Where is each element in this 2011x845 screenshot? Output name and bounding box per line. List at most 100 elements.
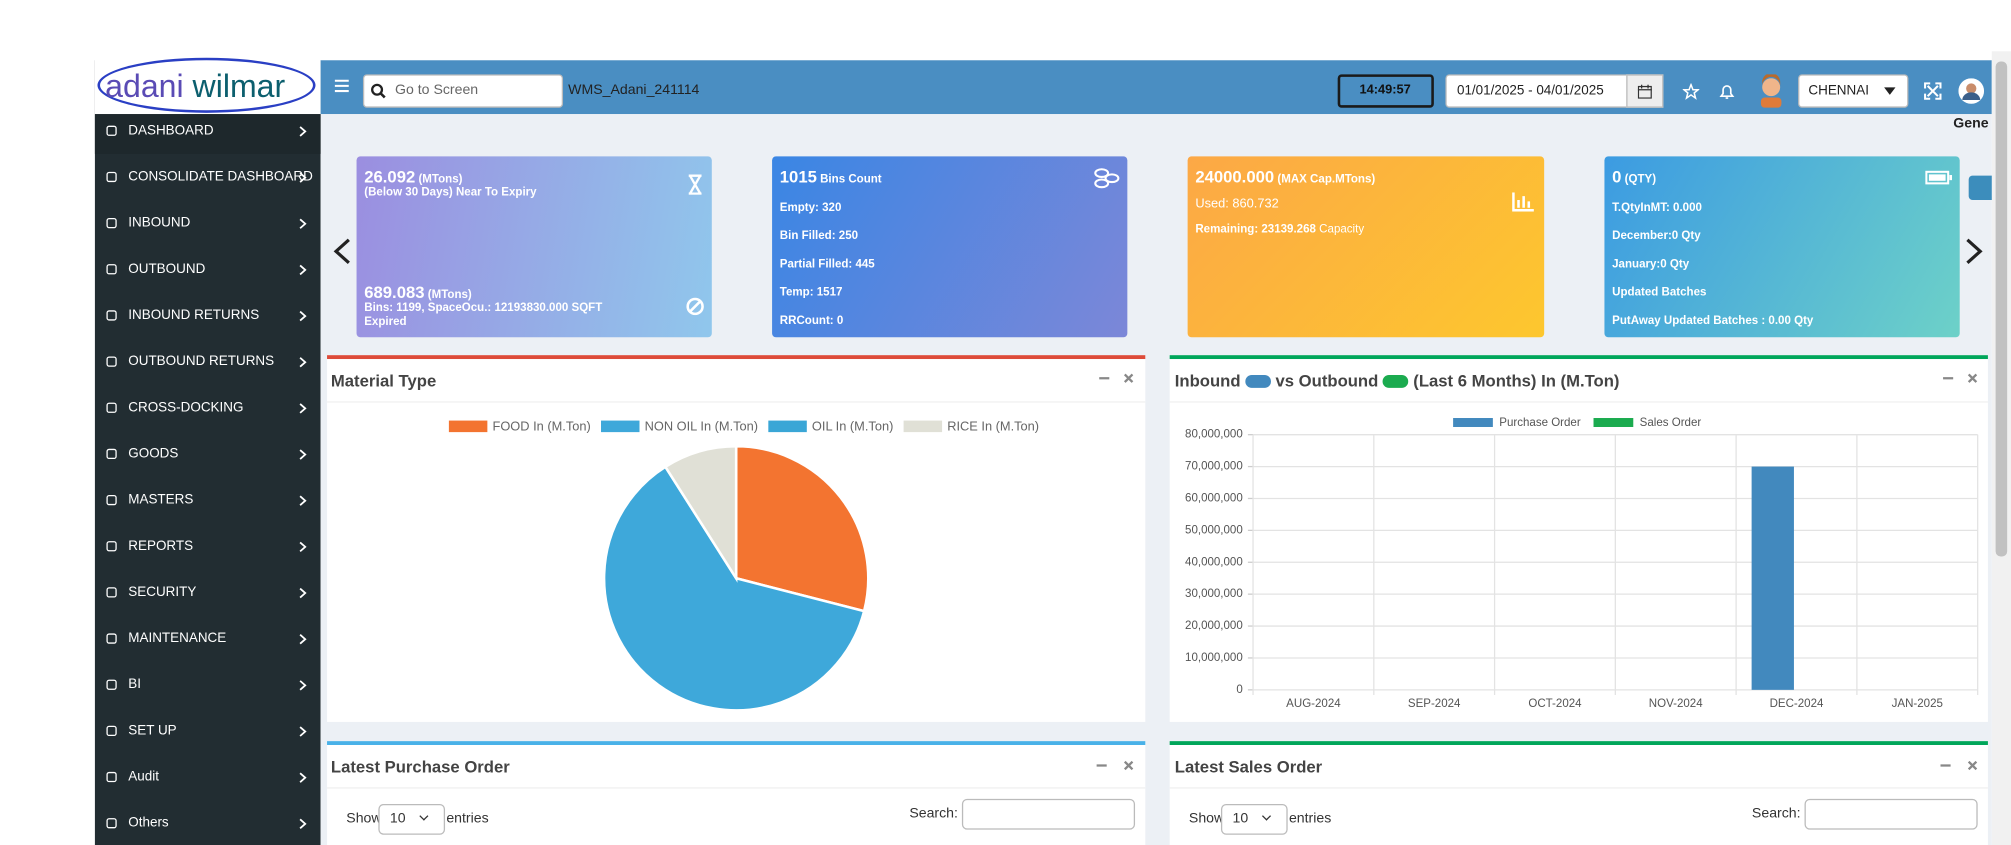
- minimize-button[interactable]: [1940, 760, 1951, 770]
- search-label: Search:: [909, 805, 958, 822]
- menu-item[interactable]: INBOUND: [128, 215, 191, 231]
- carousel-prev[interactable]: [332, 237, 353, 265]
- card-line: PutAway Updated Batches : 0.00 Qty: [1612, 313, 1814, 327]
- close-button[interactable]: [1123, 373, 1134, 383]
- menu-item[interactable]: MAINTENANCE: [128, 630, 227, 646]
- menu-toggle[interactable]: [334, 79, 349, 93]
- chevron-path: [299, 126, 307, 137]
- pie-slice: [734, 444, 870, 613]
- menu-icon: [106, 541, 117, 552]
- location: CHENNAI: [1808, 83, 1869, 99]
- chevron-path: [299, 495, 307, 506]
- menu-item[interactable]: BI: [128, 676, 141, 693]
- chevron-path: [299, 541, 307, 553]
- menu-icon: [106, 494, 117, 506]
- user-avatar[interactable]: [1958, 78, 1985, 104]
- ban-icon: [686, 297, 704, 316]
- minimize-button[interactable]: [1943, 373, 1954, 383]
- menu-item[interactable]: Audit: [128, 769, 159, 785]
- card-remaining-unit: Capacity: [1319, 222, 1365, 236]
- menu-item[interactable]: CROSS-DOCKING: [128, 399, 244, 416]
- agent-avatar[interactable]: [1756, 74, 1787, 108]
- tool-icon: [1123, 373, 1134, 383]
- battery-icon: [1925, 170, 1953, 185]
- menu-item[interactable]: GOODS: [128, 445, 179, 462]
- legend-label: NON OIL In (M.Ton): [645, 418, 758, 433]
- chevron: [299, 818, 307, 830]
- menu-item[interactable]: Others: [128, 815, 169, 831]
- logo[interactable]: adani wilmar: [105, 71, 285, 103]
- chevron: [299, 634, 307, 645]
- search-input[interactable]: [1804, 798, 1978, 830]
- search-input[interactable]: [961, 798, 1136, 830]
- card-line: Updated Batches: [1612, 285, 1707, 299]
- card-line: RRCount: 0: [779, 313, 844, 327]
- menu-icon: [106, 264, 117, 275]
- y-tick-label: 0: [1236, 684, 1242, 696]
- menu-item[interactable]: CONSOLIDATE DASHBOARD: [128, 168, 313, 185]
- card-value: 26.092: [364, 167, 416, 187]
- entries-select[interactable]: [1220, 803, 1288, 835]
- scrollbar-thumb[interactable]: [1995, 61, 2008, 557]
- card-value: 24000.000: [1195, 167, 1275, 187]
- chevron: [299, 403, 307, 414]
- menu-item[interactable]: SET UP: [128, 722, 177, 739]
- card-headline: 24000.000 (MAX Cap.MTons): [1195, 169, 1375, 186]
- calendar-button[interactable]: [1626, 74, 1664, 108]
- divider: [1169, 787, 1988, 789]
- menu-item[interactable]: MASTERS: [128, 492, 194, 508]
- carousel-next[interactable]: [1964, 237, 1985, 265]
- notification-icon[interactable]: [1719, 83, 1736, 100]
- favorite-icon[interactable]: [1682, 83, 1700, 100]
- menu-icon: [106, 633, 117, 644]
- menu-item[interactable]: OUTBOUND RETURNS: [128, 353, 275, 369]
- menu-item[interactable]: OUTBOUND: [128, 261, 206, 277]
- chat-button[interactable]: [1968, 175, 1992, 201]
- chevron: [299, 726, 307, 737]
- clock: [1337, 74, 1434, 108]
- close-button[interactable]: [1967, 760, 1978, 771]
- card-headline: 1015 Bins Count: [780, 169, 882, 186]
- fullscreen-icon[interactable]: [1924, 82, 1942, 100]
- menu-icon: [106, 171, 117, 183]
- chevron-path: [299, 634, 307, 645]
- chevron: [299, 449, 307, 460]
- menu-icon: [106, 725, 117, 737]
- minimize-button[interactable]: [1099, 373, 1110, 383]
- search-box[interactable]: [362, 74, 564, 108]
- entries-select[interactable]: [378, 803, 446, 835]
- close-button[interactable]: [1123, 760, 1134, 771]
- search-placeholder: Go to Screen: [395, 82, 479, 99]
- chevron: [299, 172, 307, 183]
- y-tick-label: 50,000,000: [1185, 524, 1243, 536]
- hourglass-icon: [688, 174, 702, 195]
- card: 1015 Bins Count Empty: 320 Bin Filled: 25…: [772, 156, 1128, 338]
- coins-icon: [1094, 168, 1120, 189]
- card-used: Used: 860.732: [1195, 197, 1279, 212]
- divider: [327, 401, 1146, 403]
- menu-item[interactable]: INBOUND RETURNS: [128, 307, 260, 323]
- card-unit: Bins Count: [820, 172, 882, 186]
- menu-item[interactable]: DASHBOARD: [128, 122, 214, 139]
- menu-item[interactable]: REPORTS: [128, 538, 194, 554]
- minimize-button[interactable]: [1096, 760, 1107, 770]
- chevron: [299, 495, 307, 506]
- menu-icon: [106, 448, 117, 460]
- card-headline: 689.083 (MTons): [364, 284, 472, 301]
- card-value: 1015: [779, 167, 817, 187]
- card-remaining: Remaining: 23139.268 Capacity: [1195, 222, 1365, 236]
- y-tick-label: 60,000,000: [1185, 493, 1243, 505]
- legend-label: OIL In (M.Ton): [812, 418, 893, 433]
- x-tick-label: NOV-2024: [1649, 698, 1703, 710]
- user-name: Gene: [1953, 116, 1989, 132]
- menu-icon: [106, 356, 117, 367]
- y-tick-label: 10,000,000: [1185, 652, 1243, 664]
- menu-item[interactable]: SECURITY: [128, 584, 197, 600]
- card-line: Empty: 320: [779, 200, 842, 214]
- chevron-path: [299, 310, 307, 322]
- panel-title: Latest Purchase Order: [330, 757, 510, 777]
- logo-part: wilmar: [192, 68, 286, 105]
- chevron: [299, 218, 307, 229]
- close-button[interactable]: [1967, 373, 1978, 383]
